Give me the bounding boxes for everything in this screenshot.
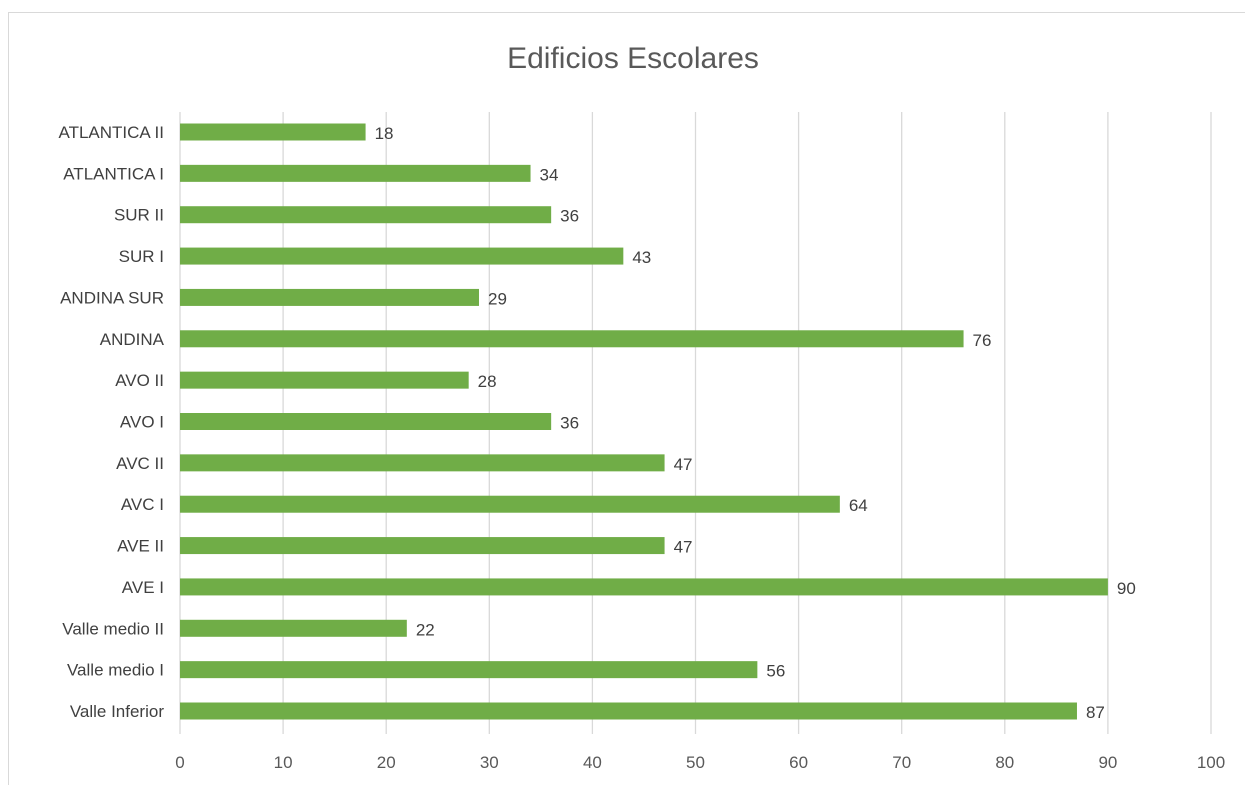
x-tick-label: 100	[1197, 753, 1225, 772]
x-tick-label: 0	[175, 753, 184, 772]
category-label: AVE I	[122, 578, 164, 597]
category-label: ANDINA	[100, 330, 165, 349]
data-label: 56	[766, 662, 785, 681]
bar	[180, 454, 665, 472]
data-label: 18	[375, 124, 394, 143]
data-label: 22	[416, 620, 435, 639]
x-axis-tick-labels: 0 10 20 30 40 50 60 70 80 90 100	[175, 753, 1225, 772]
data-label: 64	[849, 496, 868, 515]
data-labels: 18 34 36 43 29 76 28 36 47 64 47 90 22 56 87	[375, 124, 1136, 722]
bar	[180, 164, 531, 182]
bar	[180, 413, 552, 430]
category-label: ATLANTICA II	[59, 123, 165, 142]
bar	[180, 578, 1108, 596]
x-tick-label: 40	[583, 753, 602, 772]
x-tick-label: 30	[480, 753, 499, 772]
x-tick-label: 50	[686, 753, 705, 772]
chart-frame	[8, 12, 1245, 785]
chart-title: Edificios Escolares	[507, 42, 759, 75]
data-label: 28	[478, 372, 497, 391]
bar	[180, 702, 1077, 720]
bar	[180, 495, 840, 513]
category-label: AVO I	[120, 413, 164, 432]
category-label: Valle medio II	[62, 619, 164, 638]
category-labels: ATLANTICA II ATLANTICA I SUR II SUR I ANDINA…	[59, 123, 165, 721]
bar	[180, 247, 624, 265]
category-label: Valle medio I	[67, 661, 164, 680]
data-label: 34	[540, 165, 559, 184]
bar	[180, 537, 665, 555]
category-label: ATLANTICA I	[63, 164, 164, 183]
bar	[180, 123, 366, 141]
category-label: Valle Inferior	[70, 702, 165, 721]
data-label: 29	[488, 289, 507, 308]
x-tick-label: 10	[274, 753, 293, 772]
data-label: 90	[1117, 579, 1136, 598]
bar	[180, 619, 407, 637]
category-label: SUR II	[114, 206, 164, 225]
category-label: AVC II	[116, 454, 164, 473]
category-label: AVO II	[115, 371, 164, 390]
bar-layer	[180, 123, 1108, 720]
x-tick-label: 60	[789, 753, 808, 772]
bar	[180, 330, 964, 348]
bar	[180, 661, 758, 679]
x-tick-label: 70	[892, 753, 911, 772]
data-label: 43	[632, 248, 651, 267]
data-label: 76	[973, 331, 992, 350]
category-label: SUR I	[119, 247, 164, 266]
x-tick-label: 90	[1098, 753, 1117, 772]
data-label: 36	[560, 207, 579, 226]
bar	[180, 288, 479, 306]
data-label: 87	[1086, 703, 1105, 722]
x-tick-label: 20	[377, 753, 396, 772]
data-label: 36	[560, 414, 579, 433]
x-tick-label: 80	[995, 753, 1014, 772]
data-label: 47	[674, 538, 693, 557]
category-label: AVE II	[117, 537, 164, 556]
category-label: ANDINA SUR	[60, 288, 164, 307]
category-label: AVC I	[121, 495, 164, 514]
data-label: 47	[674, 455, 693, 474]
bar	[180, 206, 552, 224]
bar	[180, 371, 469, 389]
